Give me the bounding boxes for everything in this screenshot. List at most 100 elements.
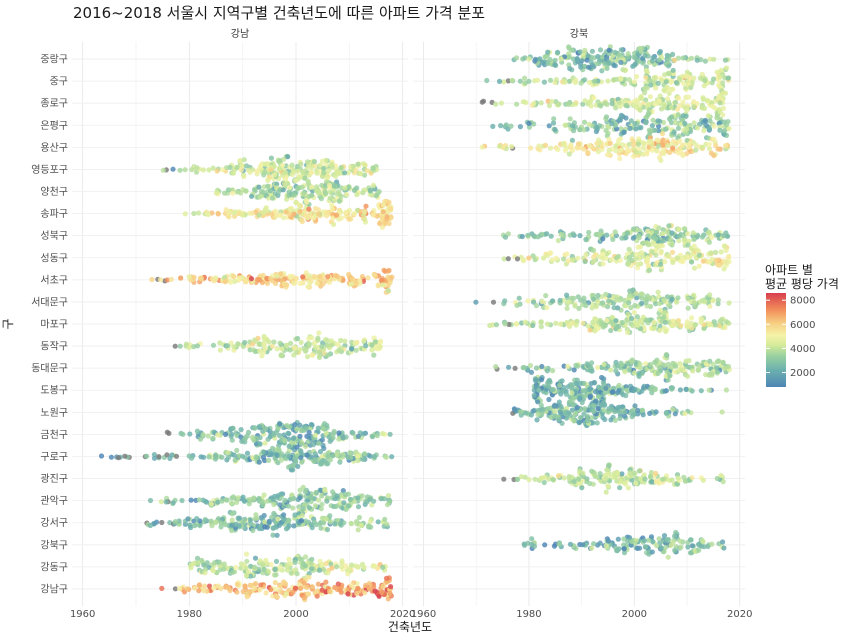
apartment-point — [322, 458, 328, 464]
apartment-point — [573, 101, 579, 107]
apartment-point — [719, 80, 726, 86]
apartment-point — [621, 550, 628, 556]
apartment-point — [194, 343, 200, 349]
apartment-point — [603, 489, 609, 495]
apartment-point — [380, 282, 386, 288]
apartment-point — [670, 145, 676, 151]
apartment-point — [277, 432, 283, 439]
apartment-point — [362, 216, 368, 222]
apartment-point — [522, 410, 528, 416]
apartment-point — [325, 274, 331, 280]
apartment-point — [595, 149, 602, 155]
apartment-point — [338, 164, 344, 170]
y-tick-label: 강남구 — [40, 583, 68, 595]
apartment-point — [548, 233, 554, 239]
apartment-point — [549, 387, 556, 393]
apartment-point — [688, 315, 695, 321]
apartment-point — [278, 491, 284, 497]
apartment-point — [284, 564, 290, 570]
apartment-point — [297, 556, 303, 562]
apartment-point — [335, 342, 341, 348]
apartment-point — [612, 417, 618, 423]
apartment-point — [257, 587, 263, 593]
apartment-point — [613, 368, 619, 374]
apartment-point — [712, 249, 719, 255]
apartment-point — [253, 512, 259, 518]
apartment-point — [714, 365, 720, 371]
apartment-point — [661, 533, 668, 539]
apartment-point — [641, 141, 647, 147]
apartment-point — [632, 370, 638, 376]
apartment-point — [316, 521, 323, 527]
apartment-point — [563, 122, 569, 128]
apartment-point — [219, 454, 225, 460]
apartment-point — [346, 207, 353, 213]
apartment-point — [178, 275, 184, 281]
apartment-point — [272, 580, 278, 586]
apartment-point — [579, 399, 585, 406]
apartment-point — [714, 369, 720, 375]
apartment-point — [626, 77, 632, 83]
apartment-point — [302, 554, 309, 560]
apartment-point — [660, 231, 666, 237]
apartment-point — [691, 243, 697, 249]
apartment-point — [306, 336, 312, 342]
apartment-point — [525, 298, 531, 304]
apartment-point — [276, 447, 282, 453]
apartment-point — [653, 409, 659, 415]
apartment-point — [707, 358, 713, 364]
apartment-point — [319, 587, 325, 593]
apartment-point — [298, 339, 304, 345]
apartment-point — [618, 59, 624, 65]
apartment-point — [700, 477, 707, 483]
apartment-point — [308, 421, 314, 428]
apartment-point — [580, 388, 586, 394]
apartment-point — [245, 568, 251, 575]
apartment-point — [553, 255, 559, 261]
apartment-point — [585, 149, 591, 155]
apartment-point — [700, 258, 706, 264]
apartment-point — [636, 468, 643, 474]
apartment-point — [506, 364, 512, 370]
x-tick-label: 2000 — [622, 609, 647, 620]
apartment-point — [348, 281, 354, 287]
apartment-point — [696, 547, 702, 553]
apartment-point — [662, 362, 668, 368]
apartment-point — [271, 163, 277, 169]
apartment-point — [149, 276, 155, 283]
apartment-point — [555, 237, 562, 244]
apartment-point — [626, 300, 632, 306]
apartment-point — [355, 504, 362, 510]
apartment-point — [665, 57, 672, 63]
apartment-point — [281, 512, 287, 518]
y-tick-label: 은평구 — [40, 120, 68, 132]
apartment-point — [279, 162, 286, 168]
apartment-point — [663, 352, 670, 358]
apartment-point — [339, 558, 345, 564]
apartment-point — [213, 453, 219, 459]
apartment-point — [210, 342, 217, 348]
apartment-point — [501, 476, 507, 482]
apartment-point — [290, 435, 297, 441]
apartment-point — [346, 587, 352, 593]
apartment-point — [269, 195, 276, 201]
apartment-point — [615, 536, 621, 542]
apartment-point — [380, 209, 386, 215]
apartment-point — [596, 394, 602, 400]
apartment-point — [668, 79, 674, 85]
apartment-point — [632, 55, 638, 61]
apartment-point — [662, 388, 668, 394]
apartment-point — [690, 230, 696, 236]
apartment-point — [630, 251, 636, 258]
district-swarm — [501, 241, 732, 274]
apartment-point — [345, 566, 351, 572]
apartment-point — [316, 330, 322, 336]
apartment-point — [355, 564, 361, 570]
apartment-point — [308, 566, 314, 572]
apartment-point — [542, 542, 548, 548]
apartment-point — [661, 298, 667, 304]
apartment-point — [551, 403, 557, 409]
apartment-point — [231, 452, 237, 458]
apartment-point — [617, 297, 623, 303]
apartment-point — [514, 476, 521, 482]
